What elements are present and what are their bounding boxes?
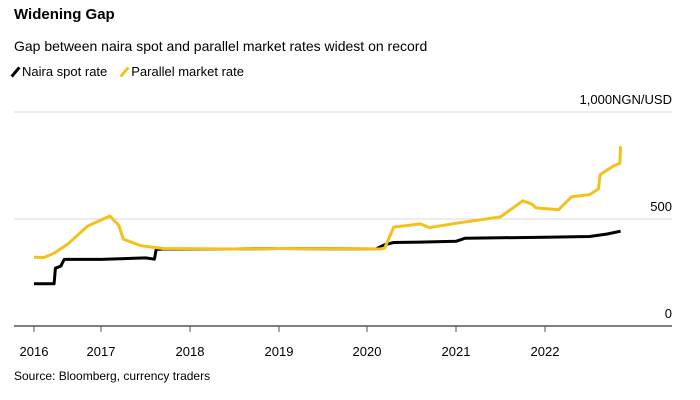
x-tick-label: 2019 xyxy=(265,344,294,359)
series-line-parallel xyxy=(33,146,623,259)
x-tick-label: 2021 xyxy=(442,344,471,359)
x-tick-label: 2020 xyxy=(353,344,382,359)
legend: Naira spot rate Parallel market rate xyxy=(10,64,244,79)
x-tick-label: 2022 xyxy=(531,344,560,359)
y-tick-label: 0 xyxy=(665,306,672,321)
x-tick-label: 2018 xyxy=(176,344,205,359)
chart-title: Widening Gap xyxy=(14,6,115,23)
legend-item-spot: Naira spot rate xyxy=(10,64,108,79)
chart-subtitle: Gap between naira spot and parallel mark… xyxy=(14,38,428,54)
legend-item-parallel: Parallel market rate xyxy=(119,64,244,79)
y-tick-label: 1,000NGN/USD xyxy=(580,92,672,107)
source-note: Source: Bloomberg, currency traders xyxy=(14,369,211,383)
y-tick-label: 500 xyxy=(650,199,672,214)
x-tick-label: 2016 xyxy=(20,344,49,359)
legend-label-spot: Naira spot rate xyxy=(22,64,108,79)
legend-label-parallel: Parallel market rate xyxy=(131,64,244,79)
x-tick-label: 2017 xyxy=(87,344,116,359)
